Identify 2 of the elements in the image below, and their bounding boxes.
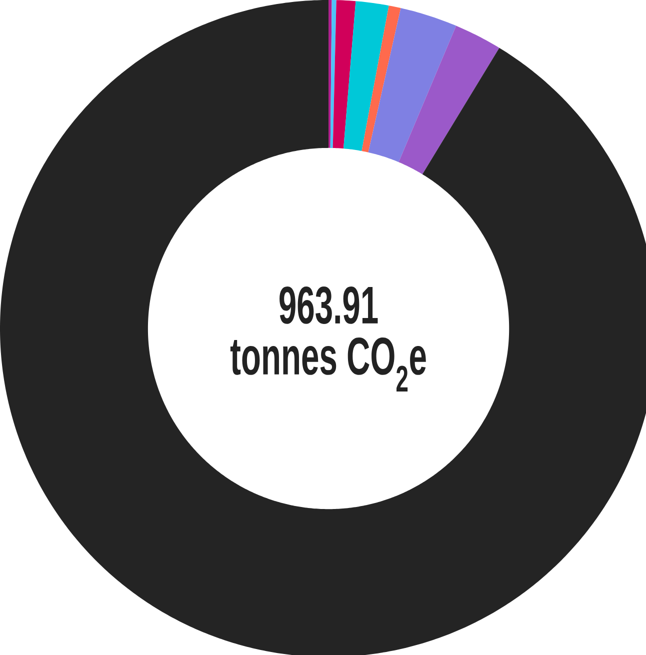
text: 963.91 — [280, 286, 378, 324]
text: tonnes CO$_{2}$e — [230, 338, 426, 392]
